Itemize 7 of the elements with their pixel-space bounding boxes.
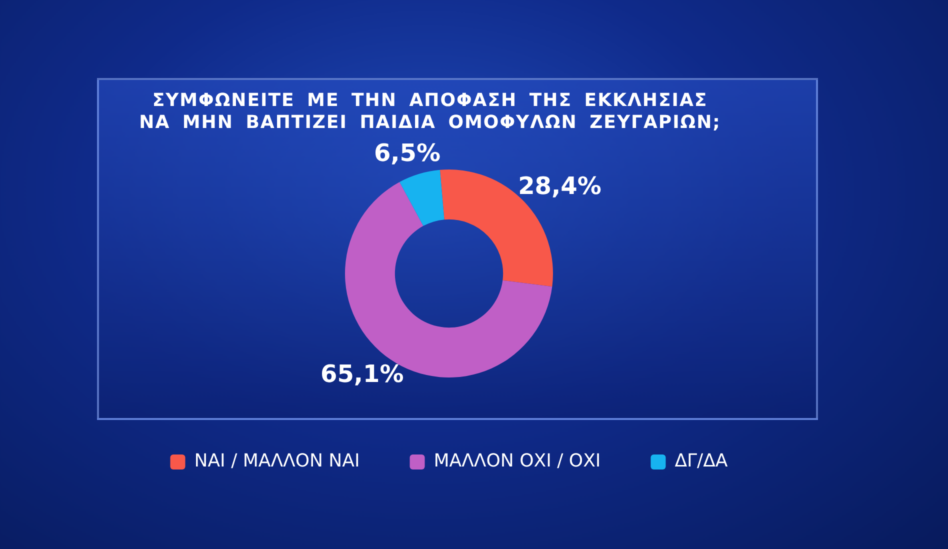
legend-label: ΝΑΙ / ΜΑΛΛΟΝ ΝΑΙ: [194, 450, 360, 472]
legend-label: ΔΓ/ΔΑ: [674, 450, 728, 472]
data-label: 28,4%: [518, 172, 602, 200]
legend-label: ΜΑΛΛΟΝ ΟΧΙ / ΟΧΙ: [434, 450, 601, 472]
data-label: 6,5%: [374, 138, 441, 167]
chart-title: ΣΥΜΦΩΝΕΙΤΕ ΜΕ ΤΗΝ ΑΠΟΦΑΣΗ ΤΗΣ ΕΚΚΛΗΣΙΑΣ ΝΑ ΜΗΝ ΒΑΠΤΙΖΕΙ ΠΑΙΔΙΑ ΟΜΟΦΥΛΩΝ ΖΕΥΓΑΡΙΩΝ;: [138, 90, 722, 134]
data-label: 65,1%: [320, 360, 404, 388]
